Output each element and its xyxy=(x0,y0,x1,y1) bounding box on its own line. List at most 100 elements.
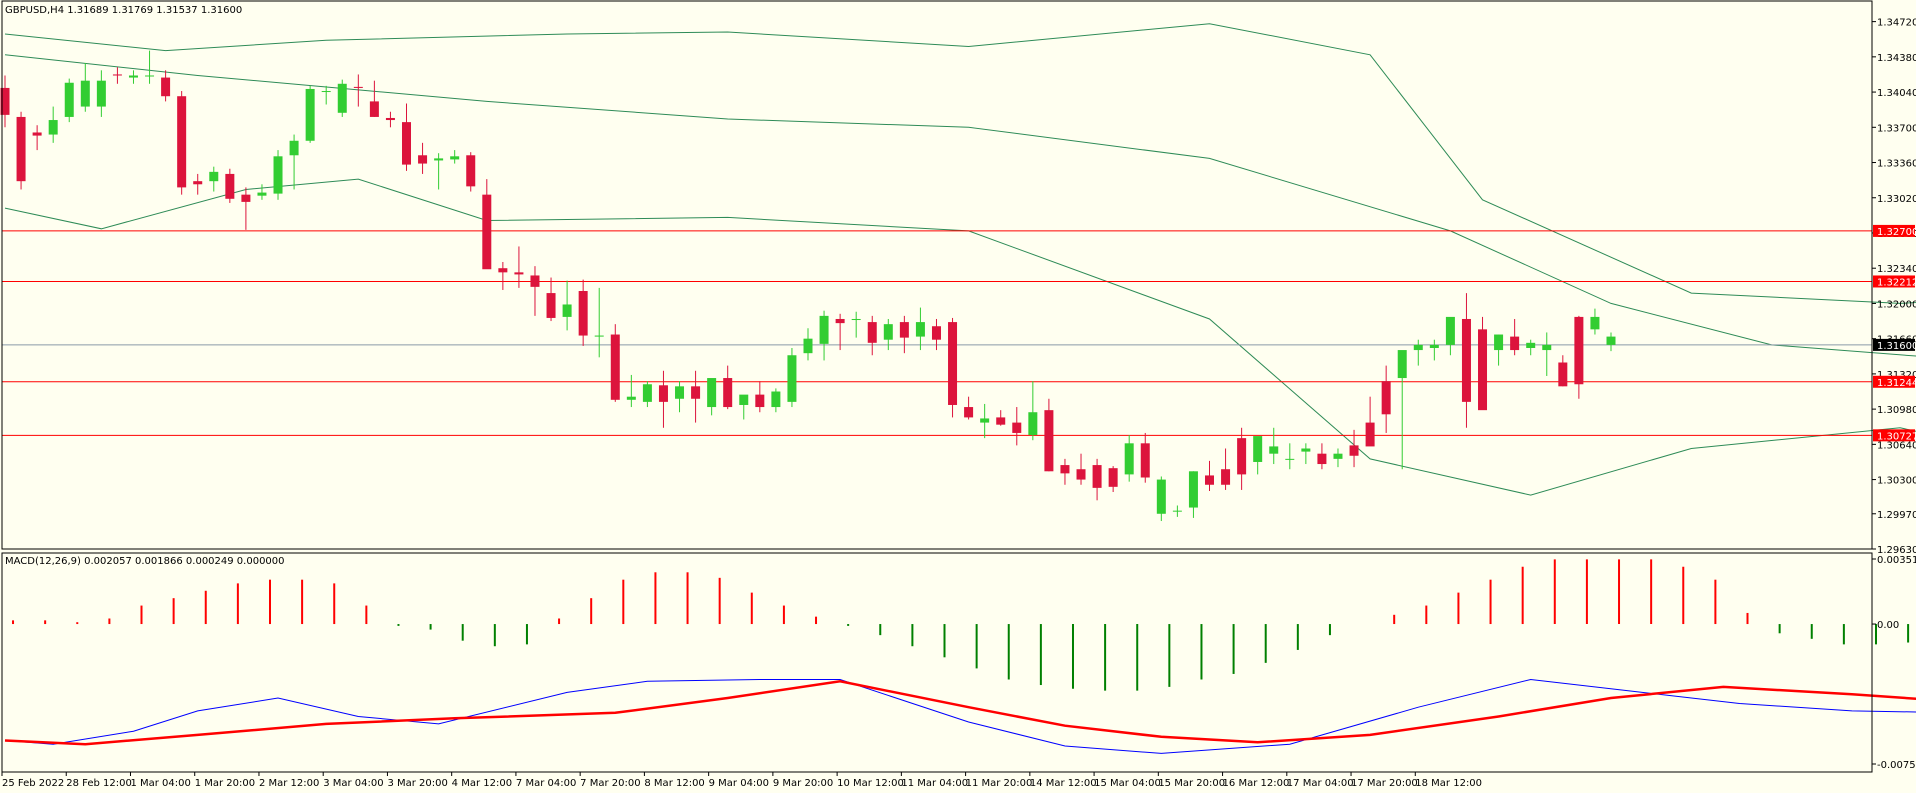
bear-candle xyxy=(369,101,379,117)
bear-candle xyxy=(418,155,428,164)
price-y-tick-label: 1.32000 xyxy=(1877,299,1916,310)
bear-candle xyxy=(1060,465,1070,474)
x-tick-label: 2 Mar 12:00 xyxy=(259,778,319,789)
bull-candle xyxy=(594,335,604,337)
bear-candle xyxy=(723,378,733,408)
bear-candle xyxy=(177,96,187,188)
bear-candle xyxy=(16,116,26,182)
bear-candle xyxy=(1510,336,1520,351)
price-y-tick-label: 1.29970 xyxy=(1877,510,1916,521)
x-tick-label: 3 Mar 20:00 xyxy=(387,778,447,789)
price-y-tick-label: 1.29630 xyxy=(1877,545,1916,556)
bear-candle xyxy=(112,74,122,76)
x-tick-label: 17 Mar 20:00 xyxy=(1351,778,1418,789)
bull-candle xyxy=(96,80,106,107)
bull-candle xyxy=(675,386,685,399)
bear-candle xyxy=(385,117,395,121)
macd-main-line xyxy=(4,678,1916,754)
bear-candle xyxy=(1558,362,1568,387)
bollinger-middle-band xyxy=(4,54,1916,357)
bear-candle xyxy=(241,194,251,202)
bear-candle xyxy=(1012,422,1022,433)
macd-y-tick-label: 0.00 xyxy=(1877,620,1899,631)
bull-candle xyxy=(1285,458,1295,460)
bull-candle xyxy=(337,83,347,113)
bear-candle xyxy=(353,86,363,88)
bull-candle xyxy=(1028,412,1038,436)
bear-candle xyxy=(0,87,10,115)
bear-candle xyxy=(996,417,1006,425)
bull-candle xyxy=(707,378,717,408)
bull-candle xyxy=(145,75,155,77)
x-tick-label: 15 Mar 04:00 xyxy=(1094,778,1161,789)
bull-candle xyxy=(1429,344,1439,348)
price-y-tick-label: 1.32340 xyxy=(1877,264,1916,275)
bear-candle xyxy=(1076,469,1086,480)
macd-y-tick-label: -0.007572 xyxy=(1877,760,1916,771)
bull-candle xyxy=(1269,446,1279,454)
x-tick-label: 1 Mar 20:00 xyxy=(195,778,255,789)
bull-candle xyxy=(1188,471,1198,508)
bear-candle xyxy=(193,181,203,185)
bear-candle xyxy=(1574,316,1584,385)
bollinger-upper-band xyxy=(4,23,1916,304)
bear-candle xyxy=(1108,468,1118,487)
bull-candle xyxy=(819,315,829,344)
bull-candle xyxy=(1526,342,1536,348)
bear-candle xyxy=(1092,465,1102,488)
x-tick-label: 9 Mar 04:00 xyxy=(709,778,769,789)
bear-candle xyxy=(755,394,765,408)
bull-candle xyxy=(562,304,572,317)
bull-candle xyxy=(450,156,460,160)
bear-candle xyxy=(530,275,540,287)
bull-candle xyxy=(289,140,299,156)
bear-candle xyxy=(867,322,877,343)
bear-candle xyxy=(691,386,701,399)
x-tick-label: 25 Feb 2022 xyxy=(2,778,64,789)
price-y-tick-label: 1.34040 xyxy=(1877,88,1916,99)
x-tick-label: 11 Mar 04:00 xyxy=(901,778,968,789)
bear-candle xyxy=(514,272,524,275)
bull-candle xyxy=(48,120,58,135)
bull-candle xyxy=(642,384,652,402)
bull-candle xyxy=(434,158,444,161)
price-pane xyxy=(0,23,1916,522)
bull-candle xyxy=(1172,510,1182,512)
bear-candle xyxy=(1317,453,1327,465)
bull-candle xyxy=(80,80,90,107)
bull-candle xyxy=(1333,453,1343,459)
bear-candle xyxy=(1381,381,1391,415)
bull-candle xyxy=(64,82,74,117)
price-y-tick-label: 1.34720 xyxy=(1877,18,1916,29)
bull-candle xyxy=(1494,334,1504,351)
bull-candle xyxy=(980,418,990,423)
bull-candle xyxy=(739,394,749,405)
bull-candle xyxy=(787,355,797,402)
current-price-label: 1.31600 xyxy=(1877,341,1916,352)
x-tick-label: 7 Mar 20:00 xyxy=(580,778,640,789)
bear-candle xyxy=(466,155,476,187)
bull-candle xyxy=(257,192,267,196)
bear-candle xyxy=(835,318,845,324)
bull-candle xyxy=(305,88,315,141)
x-tick-label: 28 Feb 12:00 xyxy=(66,778,132,789)
bear-candle xyxy=(578,291,588,336)
bear-candle xyxy=(161,77,171,97)
bull-candle xyxy=(1397,350,1407,379)
bull-candle xyxy=(1156,479,1166,514)
bear-candle xyxy=(402,122,411,165)
x-tick-label: 10 Mar 12:00 xyxy=(837,778,904,789)
bear-candle xyxy=(1205,475,1214,485)
x-tick-label: 18 Mar 12:00 xyxy=(1415,778,1482,789)
price-level-label: 1.30727 xyxy=(1877,431,1916,442)
price-level-tag xyxy=(1873,375,1915,388)
macd-pane xyxy=(4,559,1916,754)
bollinger-lower-band xyxy=(4,178,1916,496)
bear-candle xyxy=(1221,469,1231,485)
x-tick-label: 11 Mar 20:00 xyxy=(966,778,1033,789)
bear-candle xyxy=(1461,318,1471,402)
bull-candle xyxy=(1301,448,1311,452)
x-tick-label: 3 Mar 04:00 xyxy=(323,778,383,789)
bear-candle xyxy=(1365,422,1375,447)
